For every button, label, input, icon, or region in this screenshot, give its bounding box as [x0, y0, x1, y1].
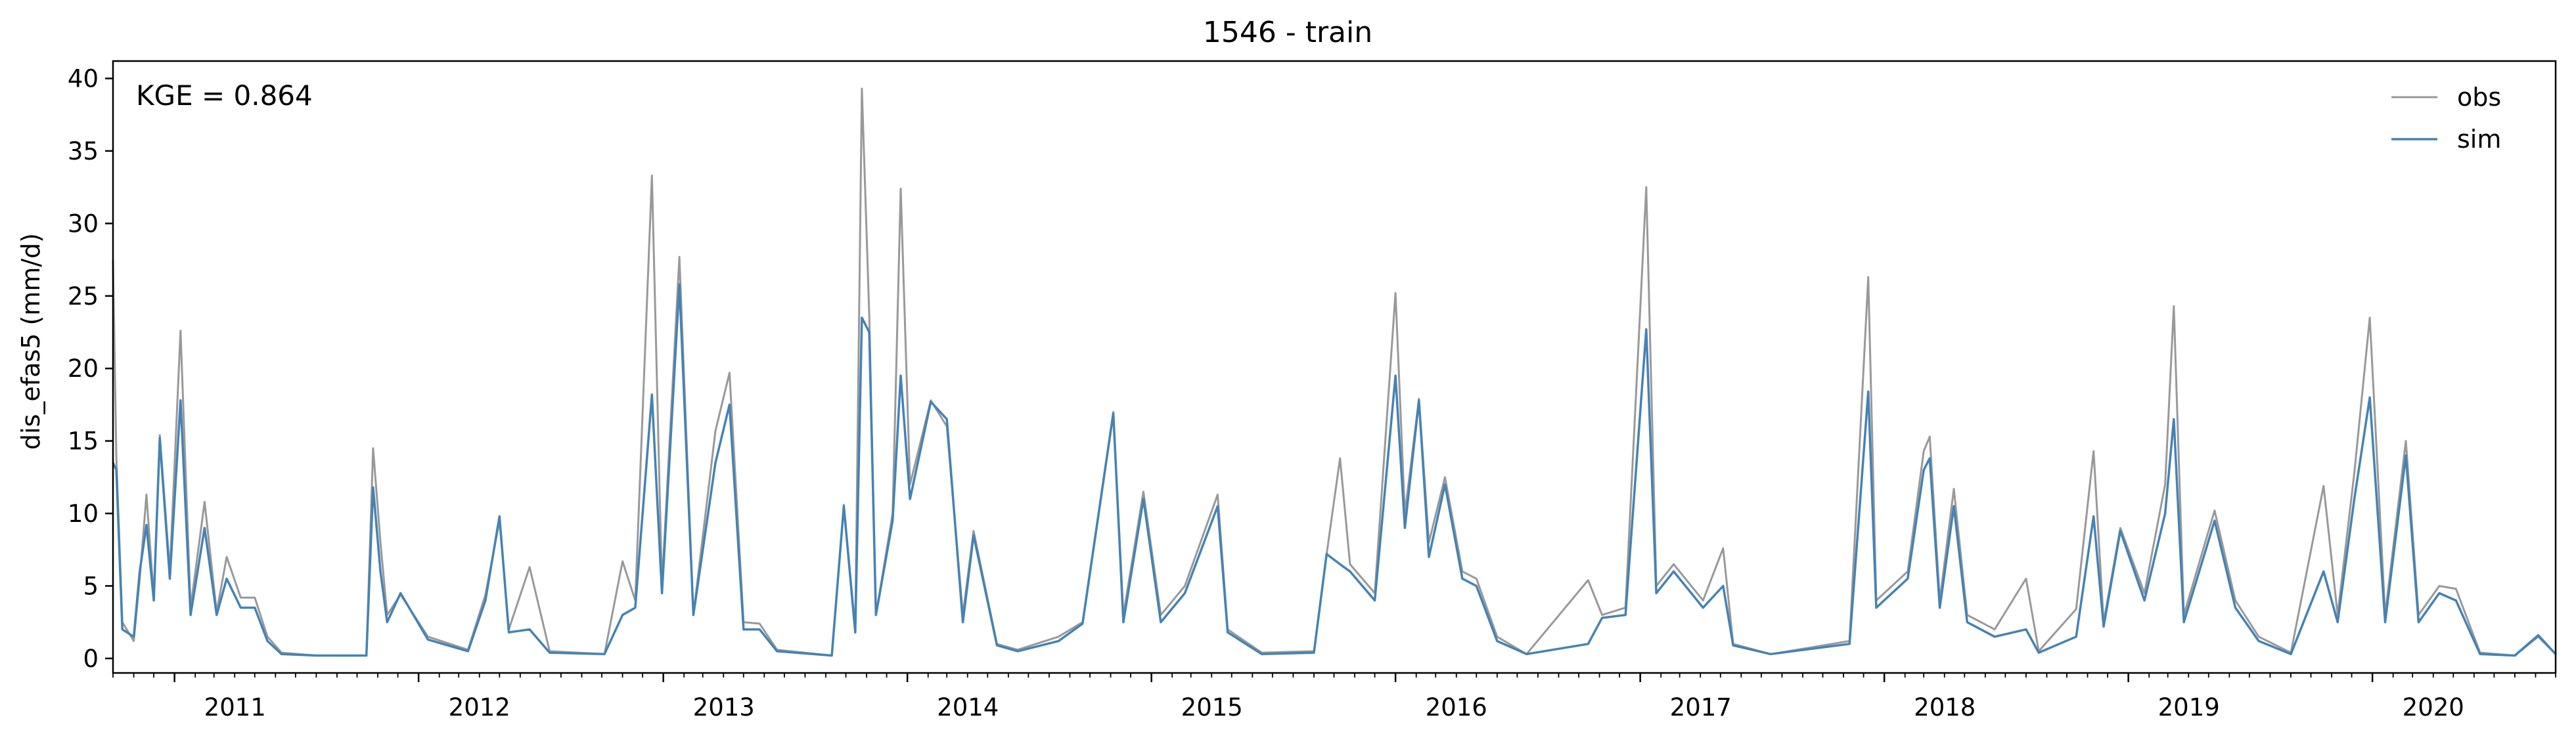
x-tick-label: 2019 [2158, 693, 2220, 722]
y-tick-label: 0 [83, 645, 99, 673]
y-tick-label: 35 [68, 137, 99, 165]
y-axis-label: dis_efas5 (mm/d) [16, 233, 45, 450]
legend-item-obs[interactable]: obs [2391, 83, 2501, 112]
series-line-sim [112, 283, 2557, 657]
kge-annotation: KGE = 0.864 [136, 79, 313, 112]
legend-label-sim: sim [2457, 125, 2501, 154]
x-tick-label: 2012 [449, 693, 510, 722]
x-tick-label: 2018 [1914, 693, 1976, 722]
x-tick-label: 2014 [937, 693, 999, 722]
y-tick-label: 15 [68, 427, 99, 456]
y-tick-label: 40 [68, 65, 99, 93]
chart-title: 1546 - train [1203, 16, 1372, 49]
y-tick-label: 5 [83, 572, 99, 600]
y-tick-label: 20 [68, 355, 99, 383]
x-tick-label: 2016 [1426, 693, 1487, 722]
legend-label-obs: obs [2457, 83, 2501, 112]
y-tick-label: 30 [68, 209, 99, 238]
x-tick-label: 2017 [1670, 693, 1732, 722]
legend-item-sim[interactable]: sim [2391, 125, 2501, 154]
series-layer [112, 87, 2557, 657]
legend[interactable]: obs sim [2391, 83, 2501, 154]
x-tick-label: 2013 [693, 693, 755, 722]
y-axis: 0 5 10 15 20 25 30 35 40 [68, 65, 113, 673]
y-tick-label: 10 [68, 500, 99, 528]
x-tick-label: 2015 [1181, 693, 1243, 722]
x-tick-label: 2020 [2403, 693, 2464, 722]
y-tick-label: 25 [68, 282, 99, 311]
x-tick-label: 2011 [204, 693, 266, 722]
x-axis: 2011 2012 2013 2014 2015 2016 2017 2018 2019 2020 [112, 673, 2556, 722]
